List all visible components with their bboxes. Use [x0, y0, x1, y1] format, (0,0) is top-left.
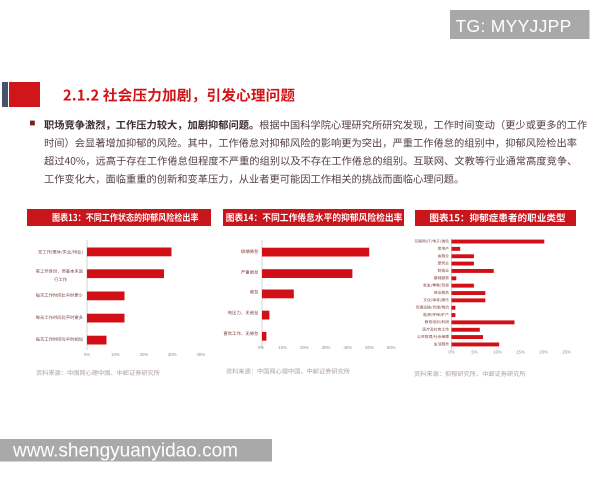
- svg-text:30%: 30%: [168, 352, 177, 357]
- svg-text:0%: 0%: [448, 349, 454, 354]
- svg-text:20%: 20%: [539, 349, 548, 354]
- svg-text:10%: 10%: [278, 345, 287, 350]
- svg-text:40%: 40%: [343, 345, 352, 350]
- svg-text:20%: 20%: [140, 352, 149, 357]
- svg-text:0%: 0%: [84, 352, 90, 357]
- svg-text:www.shengyuanyidao.com: www.shengyuanyidao.com: [12, 441, 238, 462]
- svg-text:5%: 5%: [471, 349, 477, 354]
- svg-text:TG: MYYJJPP: TG: MYYJJPP: [456, 16, 572, 36]
- svg-text:60%: 60%: [387, 345, 396, 350]
- svg-text:20%: 20%: [300, 345, 309, 350]
- svg-text:10%: 10%: [111, 352, 120, 357]
- svg-text:30%: 30%: [322, 345, 331, 350]
- svg-text:25%: 25%: [562, 349, 571, 354]
- svg-text:50%: 50%: [365, 345, 374, 350]
- svg-text:0%: 0%: [258, 345, 264, 350]
- svg-text:10%: 10%: [493, 349, 502, 354]
- svg-text:15%: 15%: [516, 349, 525, 354]
- svg-text:40%: 40%: [196, 352, 205, 357]
